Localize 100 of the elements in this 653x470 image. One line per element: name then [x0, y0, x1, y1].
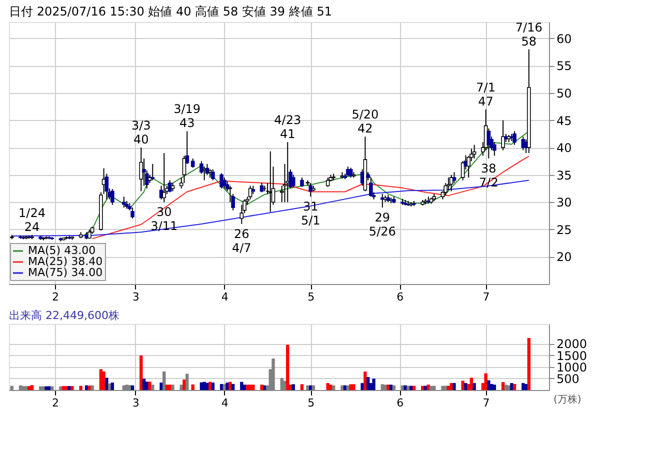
bar [329, 384, 332, 390]
bar [242, 384, 246, 390]
bar [165, 384, 169, 390]
y-tick-label: 25 [556, 222, 572, 237]
candlestick [142, 158, 146, 186]
bar [389, 384, 393, 390]
y-tick-label: 60 [556, 32, 572, 46]
x-tick-label: 5 [308, 290, 315, 304]
y-tick-label: 50 [556, 86, 572, 100]
bar [206, 382, 209, 390]
bar [343, 385, 347, 390]
x-tick-label: 5 [308, 396, 315, 410]
bar [349, 384, 352, 390]
bar [372, 378, 376, 390]
bar [490, 384, 494, 390]
annotation: 5/20 42 [352, 108, 379, 136]
bar [464, 383, 468, 390]
bar [160, 382, 163, 390]
annotation: 1/24 24 [18, 206, 46, 234]
bar [231, 384, 235, 390]
candlestick [202, 166, 206, 181]
candlestick [308, 182, 312, 198]
candlestick [501, 120, 505, 151]
bar [308, 385, 312, 390]
bar [364, 371, 367, 390]
bar [62, 386, 66, 390]
y-tick-label: 1000 [556, 360, 588, 374]
annotation: 7/16 58 [515, 20, 542, 48]
candlestick [122, 196, 126, 208]
bar [240, 382, 244, 390]
candlestick [130, 207, 134, 219]
bar [512, 384, 516, 390]
y-tick-label: 35 [556, 168, 572, 182]
legend-label: MA(75) 34.00 [28, 266, 103, 279]
bar [286, 344, 290, 390]
candlestick [449, 174, 454, 192]
bar [191, 384, 194, 390]
candlestick [220, 172, 224, 189]
bar [68, 386, 71, 390]
candlestick [369, 177, 373, 198]
candlestick [300, 177, 304, 188]
bar [226, 382, 229, 390]
bar [410, 386, 413, 390]
x-tick-label: 6 [396, 396, 404, 410]
bar [263, 385, 266, 390]
candlestick [139, 147, 144, 192]
bar [510, 383, 514, 390]
bar [182, 380, 186, 390]
x-tick-label: 3 [132, 290, 140, 304]
bar [211, 382, 215, 390]
bar [300, 384, 304, 390]
bar [366, 377, 370, 390]
y-tick-label: 55 [556, 59, 572, 74]
bar [487, 380, 490, 390]
bar [142, 378, 146, 390]
x-tick-label: 4 [221, 396, 228, 410]
candlestick [150, 163, 155, 181]
y-tick-label: 20 [556, 250, 572, 264]
candlestick [348, 167, 353, 178]
y-tick-label: 2000 [556, 337, 588, 352]
annotation: 3/3 40 [131, 118, 151, 147]
candlestick [291, 174, 296, 188]
y-tick-label: 1500 [556, 348, 588, 363]
candlestick [190, 158, 195, 168]
legend-label: MA(5) 43.00 [28, 244, 96, 257]
candlestick [110, 188, 114, 206]
annotation: 26 4/7 [232, 226, 252, 255]
bar [527, 338, 530, 390]
candlestick [472, 144, 476, 159]
bar [252, 384, 255, 390]
candlestick [211, 168, 215, 181]
bar [102, 371, 106, 390]
x-tick-label: 3 [132, 396, 140, 410]
bar [450, 383, 453, 390]
bar [352, 384, 356, 390]
bar [79, 386, 82, 390]
legend-label: MA(25) 38.40 [28, 255, 103, 268]
bar [452, 383, 456, 390]
bar [386, 384, 390, 390]
bar [522, 383, 525, 390]
bar [412, 386, 416, 390]
bar [484, 373, 488, 390]
bar [70, 386, 74, 390]
y-tick-label: 40 [556, 141, 572, 156]
bar [360, 383, 364, 390]
y-tick-label: 500 [556, 372, 580, 386]
bar [326, 383, 330, 390]
bar [208, 382, 212, 390]
bar [524, 384, 528, 390]
bar [84, 385, 88, 390]
bar [140, 355, 143, 390]
bar [461, 380, 464, 390]
candlestick [222, 177, 226, 189]
bar [292, 384, 295, 390]
x-tick-label: 2 [52, 396, 59, 410]
bar [105, 378, 108, 390]
bar [421, 386, 424, 390]
candlestick [512, 130, 516, 146]
x-tick-label: 4 [221, 290, 228, 304]
candlestick [168, 180, 172, 193]
